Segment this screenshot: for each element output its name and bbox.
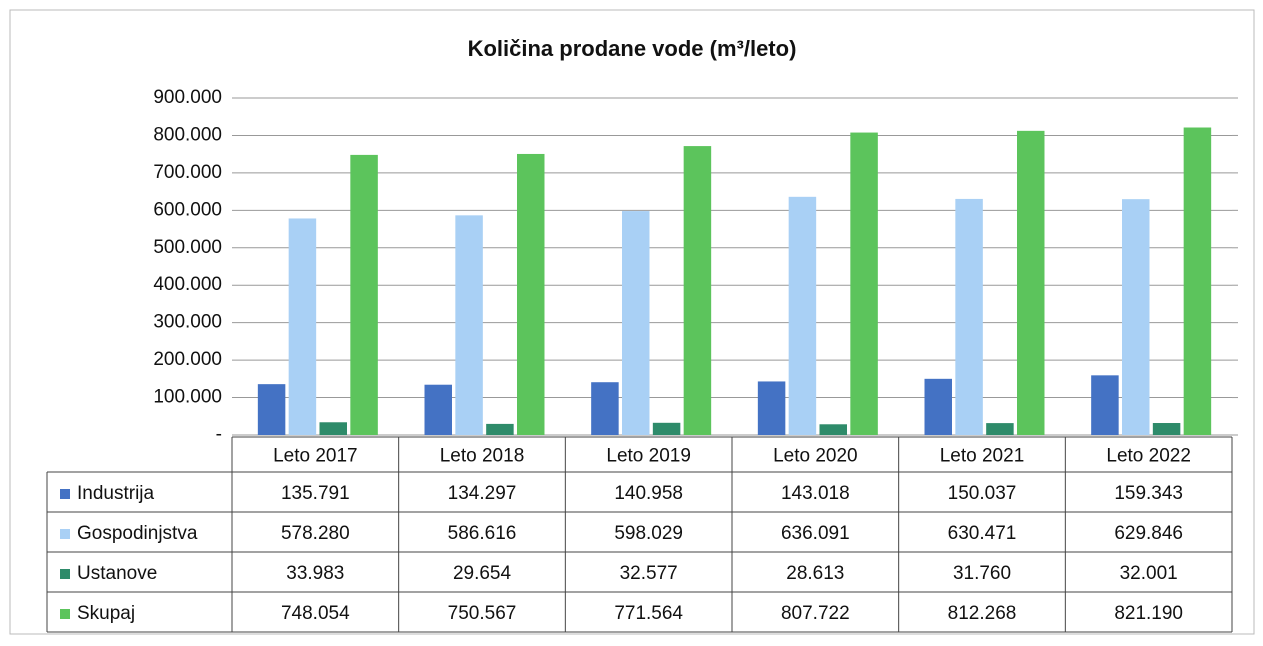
table-value: 135.791 <box>281 483 350 504</box>
chart-title: Količina prodane vode (m³/leto) <box>468 36 797 61</box>
bar <box>424 384 452 435</box>
bar <box>350 154 378 436</box>
y-tick-label: 300.000 <box>153 312 222 333</box>
y-tick-label: 900.000 <box>153 87 222 108</box>
chart-border <box>9 9 1255 635</box>
bar <box>486 423 514 435</box>
legend-swatch <box>60 609 70 619</box>
bar <box>1091 375 1119 435</box>
bar <box>319 422 347 435</box>
table-value: 32.001 <box>1120 563 1178 584</box>
legend-label: Gospodinjstva <box>77 523 198 544</box>
bar <box>683 146 712 435</box>
table-value: 771.564 <box>614 603 683 624</box>
table-value: 32.577 <box>620 563 678 584</box>
bar <box>850 132 878 435</box>
table-value: 629.846 <box>1114 523 1183 544</box>
legend-label: Industrija <box>77 483 155 504</box>
table-value: 140.958 <box>614 483 683 504</box>
y-tick-label: 400.000 <box>153 274 222 295</box>
table-value: 159.343 <box>1114 483 1183 504</box>
table-value: 750.567 <box>448 603 517 624</box>
table-value: 29.654 <box>453 563 512 584</box>
legend-label: Ustanove <box>77 563 157 584</box>
y-tick-label: 200.000 <box>153 349 222 370</box>
table-value: 31.760 <box>953 563 1011 584</box>
table-value: 748.054 <box>281 603 350 624</box>
table-value: 150.037 <box>948 483 1017 504</box>
x-tick-label: Leto 2019 <box>606 446 691 467</box>
bar <box>819 424 847 435</box>
bar <box>652 422 681 435</box>
x-tick-label: Leto 2018 <box>440 446 525 467</box>
bar <box>1017 130 1045 435</box>
bar <box>517 153 545 436</box>
y-tick-label: 500.000 <box>153 237 222 258</box>
x-tick-label: Leto 2021 <box>940 446 1025 467</box>
x-tick-label: Leto 2020 <box>773 446 858 467</box>
table-value: 821.190 <box>1114 603 1183 624</box>
bar <box>622 211 650 435</box>
table-value: 630.471 <box>948 523 1017 544</box>
bar <box>924 378 952 435</box>
y-tick-label: - <box>216 424 222 445</box>
bar <box>757 381 786 435</box>
bar <box>1183 127 1212 436</box>
y-tick-label: 600.000 <box>153 199 222 220</box>
bar <box>257 384 286 435</box>
bar <box>788 196 817 435</box>
bar <box>455 215 483 435</box>
bar <box>955 198 983 435</box>
bar <box>986 423 1014 435</box>
table-value: 586.616 <box>448 523 517 544</box>
table-value: 598.029 <box>614 523 683 544</box>
table-value: 578.280 <box>281 523 350 544</box>
legend-swatch <box>60 529 70 539</box>
table-value: 134.297 <box>448 483 517 504</box>
table-value: 33.983 <box>286 563 344 584</box>
x-tick-label: Leto 2017 <box>273 446 358 467</box>
legend-label: Skupaj <box>77 603 135 624</box>
table-value: 807.722 <box>781 603 850 624</box>
y-tick-label: 100.000 <box>153 387 222 408</box>
table-value: 143.018 <box>781 483 850 504</box>
table-value: 812.268 <box>948 603 1017 624</box>
table-value: 28.613 <box>786 563 844 584</box>
x-tick-label: Leto 2022 <box>1106 446 1191 467</box>
legend-swatch <box>60 489 70 499</box>
bar <box>591 382 619 435</box>
bar <box>288 218 317 435</box>
bar <box>1122 199 1150 435</box>
table-value: 636.091 <box>781 523 850 544</box>
y-tick-label: 800.000 <box>153 124 222 145</box>
legend-swatch <box>60 569 70 579</box>
y-tick-label: 700.000 <box>153 162 222 183</box>
bar <box>1152 423 1181 435</box>
